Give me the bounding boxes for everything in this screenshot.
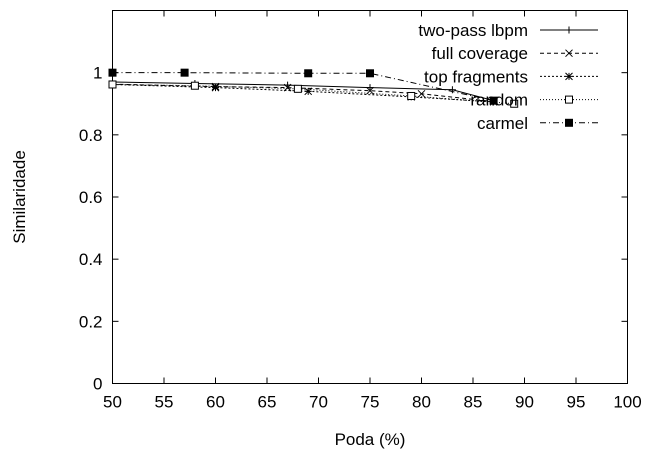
y-tick-label: 0.6 bbox=[79, 188, 103, 207]
data-point bbox=[489, 96, 498, 105]
y-axis-label: Similaridade bbox=[10, 150, 29, 244]
x-tick-label: 90 bbox=[515, 393, 534, 412]
data-point bbox=[366, 84, 374, 92]
legend-label: two-pass lbpm bbox=[418, 21, 528, 40]
data-point bbox=[211, 83, 220, 92]
legend-label: carmel bbox=[477, 114, 528, 133]
plot-frame bbox=[112, 10, 628, 384]
x-tick-label: 50 bbox=[103, 393, 122, 412]
x-tick-label: 75 bbox=[361, 393, 380, 412]
data-point bbox=[304, 69, 313, 78]
series-line bbox=[112, 83, 494, 103]
series-carmel bbox=[108, 68, 498, 105]
data-point bbox=[366, 69, 374, 78]
x-tick-label: 80 bbox=[412, 393, 431, 412]
data-point bbox=[293, 84, 302, 93]
legend-label: top fragments bbox=[424, 67, 528, 86]
y-tick-label: 0.2 bbox=[79, 312, 103, 331]
data-point bbox=[565, 118, 573, 127]
legend: two-pass lbpm full coverage top fragments r… bbox=[418, 21, 598, 133]
series-line bbox=[112, 83, 515, 105]
x-tick-label: 60 bbox=[206, 393, 225, 412]
data-point bbox=[565, 95, 573, 104]
data-point bbox=[448, 86, 456, 94]
x-tick-label: 65 bbox=[258, 393, 277, 412]
data-point bbox=[190, 81, 199, 90]
legend-label: full coverage bbox=[432, 44, 528, 63]
y-tick-label: 0.4 bbox=[79, 250, 103, 269]
x-axis-label: Poda (%) bbox=[335, 430, 406, 449]
axis-ticks: 50 55 60 65 70 75 80 85 90 95 100 0 0.2 0.4 0.6 0.8 1 bbox=[79, 10, 642, 412]
x-tick-label: 85 bbox=[464, 393, 483, 412]
data-point bbox=[565, 49, 573, 58]
data-point bbox=[407, 91, 416, 100]
data-point bbox=[304, 87, 313, 96]
data-point bbox=[510, 99, 519, 108]
y-tick-label: 1 bbox=[93, 64, 102, 83]
legend-label: random bbox=[470, 91, 528, 110]
y-tick-label: 0.8 bbox=[79, 126, 103, 145]
x-tick-label: 100 bbox=[613, 393, 641, 412]
data-point bbox=[180, 68, 189, 77]
data-point bbox=[565, 72, 573, 81]
series-line bbox=[112, 83, 494, 103]
x-tick-label: 70 bbox=[309, 393, 328, 412]
series-random bbox=[108, 80, 519, 108]
series-line bbox=[112, 81, 494, 102]
data-point bbox=[565, 26, 573, 34]
data-point bbox=[108, 80, 117, 89]
series-layer bbox=[108, 68, 519, 108]
x-tick-label: 55 bbox=[155, 393, 174, 412]
x-tick-label: 95 bbox=[567, 393, 586, 412]
data-point bbox=[108, 68, 117, 77]
y-tick-label: 0 bbox=[93, 375, 102, 394]
